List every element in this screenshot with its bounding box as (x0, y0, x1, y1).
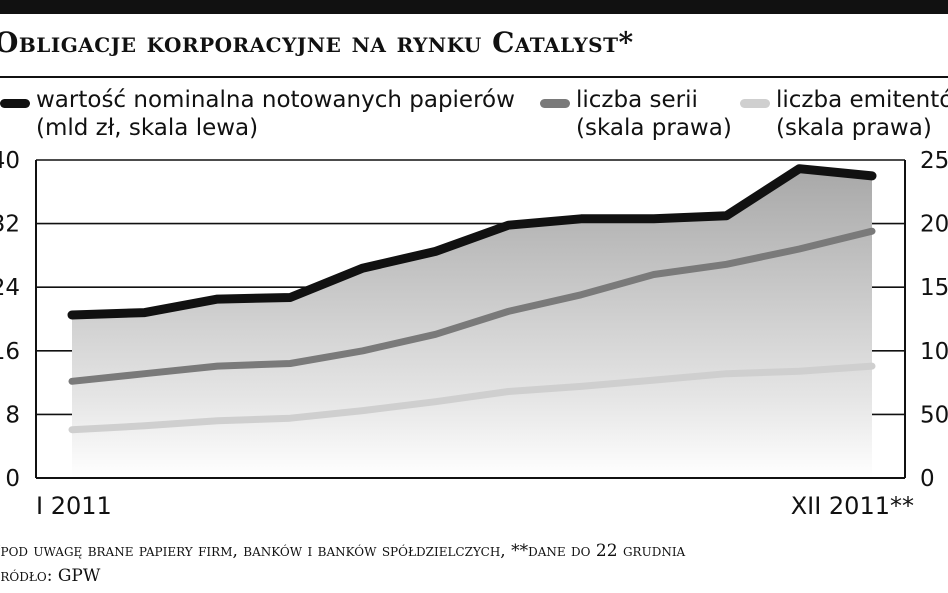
y-left-tick-label: 40 (0, 148, 20, 174)
footnote: *pod uwagę brane papiery firm, banków i … (0, 541, 686, 561)
series-line-3 (68, 362, 876, 434)
legend-swatch-issuers (740, 99, 770, 108)
y-left-tick-label: 32 (0, 212, 20, 238)
y-right-tick-label: 50 (920, 402, 948, 428)
legend-sublabel: (mld zł, skala lewa) (36, 115, 259, 141)
top-bar (0, 0, 948, 14)
series-lines (67, 164, 877, 434)
x-tick-label-first: I 2011 (36, 492, 112, 520)
y-right-tick-label: 100 (920, 339, 948, 365)
y-left-tick-label: 0 (5, 466, 20, 492)
line-chart: 0 8 16 24 32 40 0 50 100 150 200 250 I 2011 XII 2011*… (0, 148, 948, 520)
y-right-tick-label: 200 (920, 212, 948, 238)
y-right-tick-label: 150 (920, 275, 948, 301)
x-tick-label-last: XII 2011** (791, 492, 914, 520)
y-right-tick-label: 250 (920, 148, 948, 174)
legend-swatch-series (540, 99, 570, 108)
legend-item-series: liczba serii (skala prawa) (576, 86, 732, 142)
y-left-tick-label: 16 (0, 339, 20, 365)
legend-label: liczba serii (576, 87, 698, 113)
source-note: źródło: GPW (0, 566, 101, 586)
y-left-tick-label: 24 (0, 275, 20, 301)
axes (35, 160, 906, 479)
y-left-tick-label: 8 (5, 402, 20, 428)
series-line-1 (67, 164, 877, 320)
chart-title: Obligacje korporacyjne na rynku Catalyst… (0, 26, 634, 59)
legend-item-value: wartość nominalna notowanych papierów (m… (36, 86, 515, 142)
tick-labels: 0 8 16 24 32 40 0 50 100 150 200 250 I 2011 XII 2011*… (0, 148, 948, 520)
legend-sublabel: (skala prawa) (776, 115, 932, 141)
legend-swatch-value (0, 99, 30, 108)
title-divider (0, 76, 948, 78)
legend-sublabel: (skala prawa) (576, 115, 732, 141)
series-line-2 (68, 227, 876, 385)
legend-label: wartość nominalna notowanych papierów (36, 87, 515, 113)
legend-label: liczba emitentów (776, 87, 948, 113)
legend-item-issuers: liczba emitentów (skala prawa) (776, 86, 948, 142)
y-right-tick-label: 0 (920, 466, 935, 492)
